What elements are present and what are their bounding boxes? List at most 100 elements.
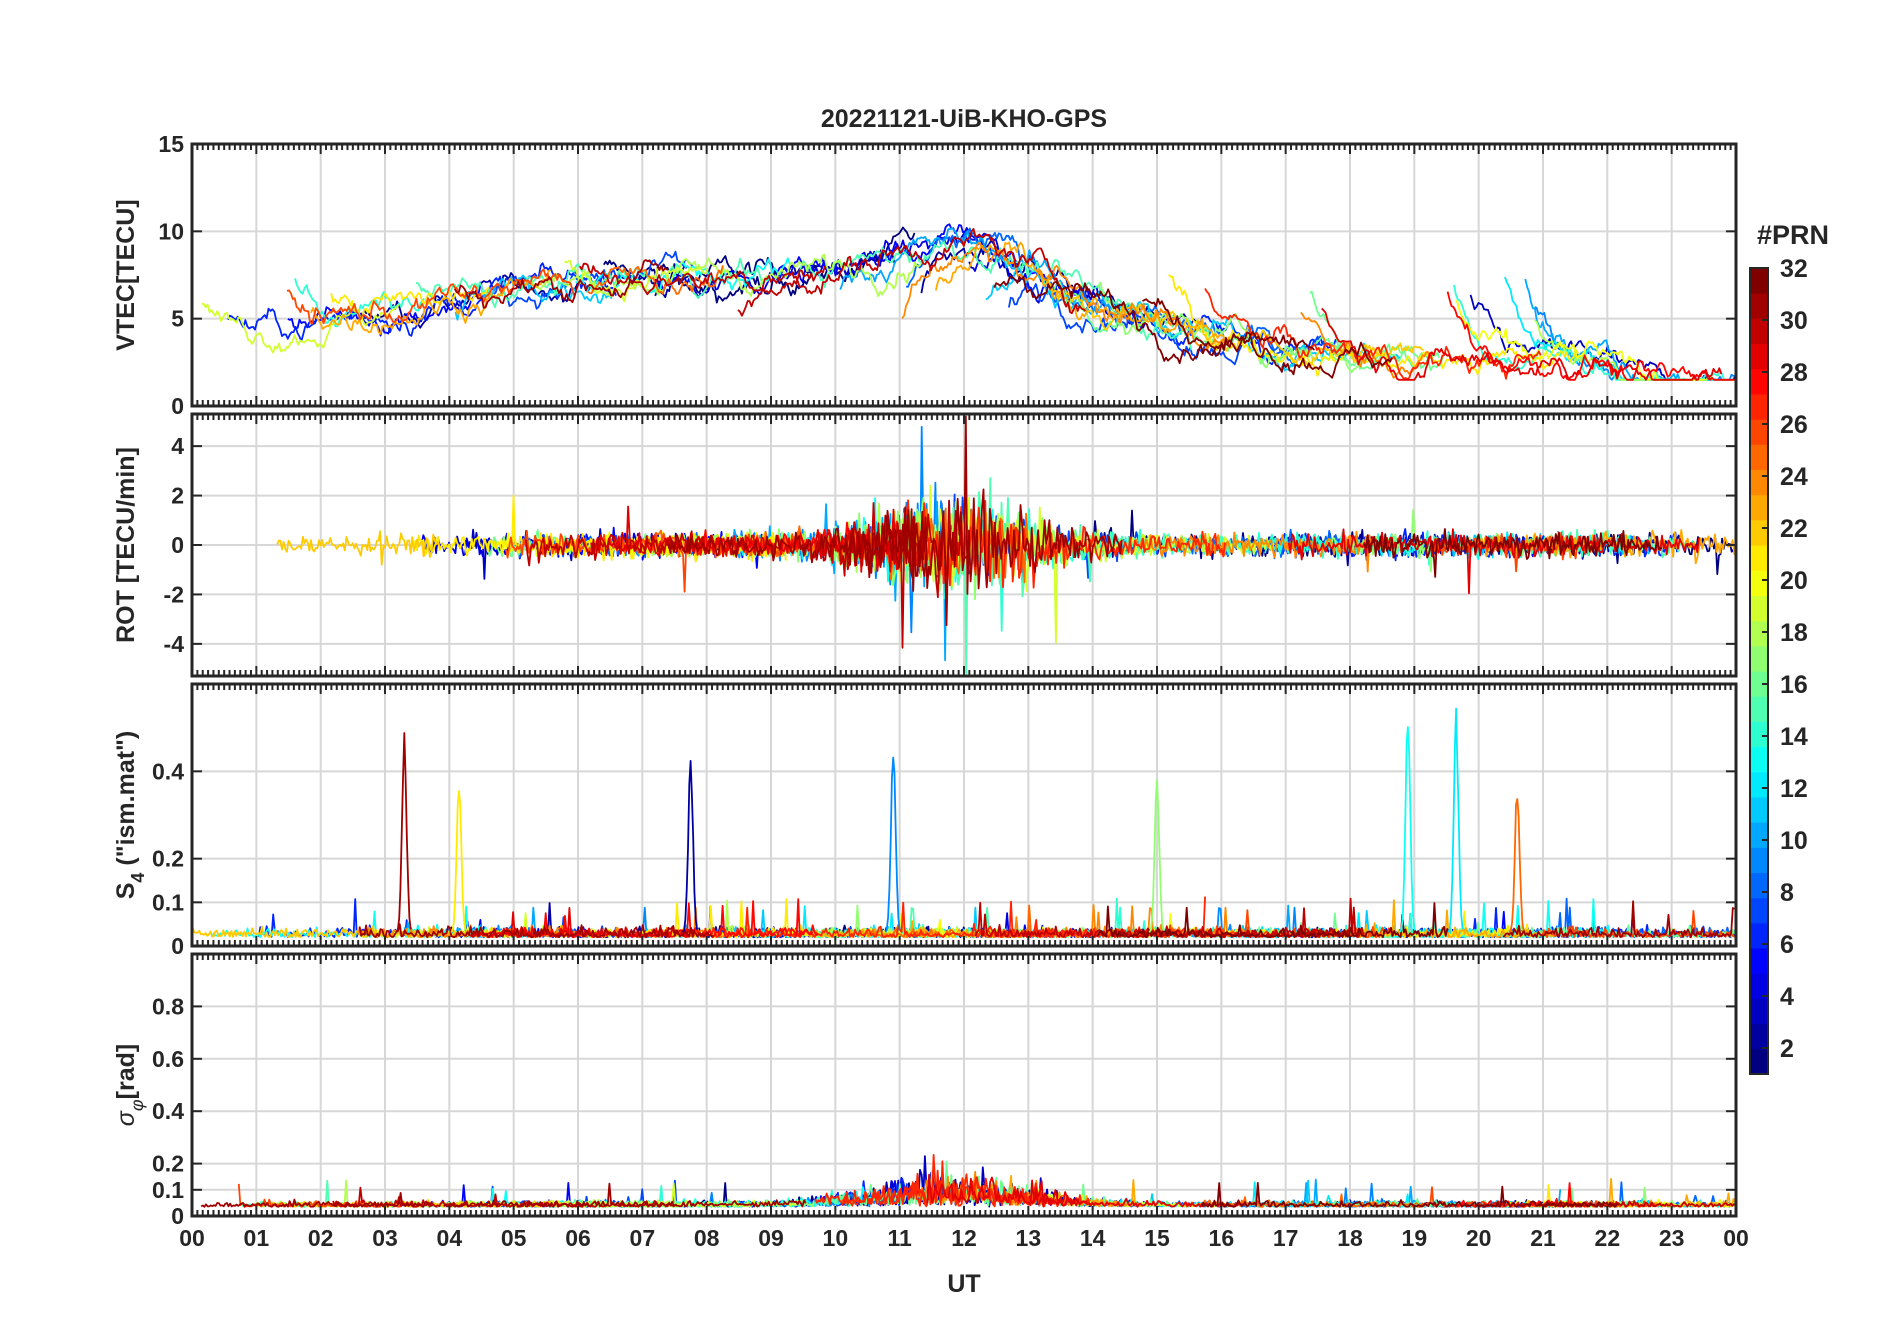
trace-prn-31 bbox=[666, 506, 927, 592]
x-tick-label: 20 bbox=[1466, 1225, 1492, 1251]
y-tick-label: 0.1 bbox=[152, 1177, 184, 1203]
s4-spike-4 bbox=[1399, 726, 1416, 933]
colorbar-segment bbox=[1750, 746, 1768, 773]
colorbar-tick-label: 32 bbox=[1780, 255, 1808, 283]
x-ticks-rot bbox=[191, 414, 1737, 676]
s4-spike-2 bbox=[682, 760, 698, 933]
trace-prn-26 bbox=[1431, 531, 1599, 573]
colorbar-tick-label: 4 bbox=[1780, 983, 1794, 1011]
y-axis-label-s4: S4 ("ism.mat") bbox=[112, 731, 148, 900]
colorbar-tick-label: 18 bbox=[1780, 619, 1808, 647]
trace-prn-30 bbox=[525, 530, 715, 567]
y-tick-label: -2 bbox=[164, 581, 184, 607]
x-tick-label: 16 bbox=[1209, 1225, 1235, 1251]
trace-prn-29 bbox=[1321, 307, 1723, 381]
colorbar-segment bbox=[1750, 444, 1768, 470]
x-tick-label: 03 bbox=[372, 1225, 398, 1251]
colorbar-segment bbox=[1750, 595, 1768, 622]
x-tick-label: 13 bbox=[1016, 1225, 1042, 1251]
trace-prn-30 bbox=[1113, 897, 1365, 939]
x-axis-label: UT bbox=[947, 1270, 980, 1298]
trace-prn-26 bbox=[286, 268, 576, 325]
grid-sigphi bbox=[192, 954, 1736, 1216]
traces-rot bbox=[276, 415, 1736, 675]
trace-prn-14 bbox=[294, 278, 425, 328]
y-tick-label: 0.4 bbox=[152, 758, 184, 784]
y-tick-label: 10 bbox=[158, 218, 184, 244]
colorbar-tick-label: 26 bbox=[1780, 411, 1808, 439]
x-tick-label: 22 bbox=[1595, 1225, 1621, 1251]
y-axis-label-sigphi: σφ[rad] bbox=[112, 1044, 147, 1126]
x-ticks-vtec bbox=[191, 143, 1737, 407]
trace-prn-31 bbox=[1502, 900, 1735, 939]
colorbar-tick-label: 24 bbox=[1780, 463, 1808, 491]
trace-prn-31 bbox=[845, 415, 1123, 627]
colorbar-segment bbox=[1750, 494, 1768, 521]
trace-prn-19 bbox=[201, 302, 400, 354]
panel-s4: 0 0.1 0.2 0.4S4 ("ism.mat") bbox=[112, 682, 1738, 959]
y-tick-label: 0.6 bbox=[152, 1046, 184, 1072]
x-tick-label: 18 bbox=[1337, 1225, 1363, 1251]
x-tick-label: 12 bbox=[951, 1225, 977, 1251]
colorbar-segment bbox=[1750, 293, 1768, 319]
y-tick-label: 5 bbox=[171, 306, 184, 332]
x-tick-label: 01 bbox=[244, 1225, 270, 1251]
chart-title: 20221121-UiB-KHO-GPS bbox=[821, 105, 1107, 133]
s4-spike-3 bbox=[884, 756, 901, 933]
trace-prn-24 bbox=[901, 241, 1226, 352]
colorbar-tick-label: 22 bbox=[1780, 515, 1808, 543]
colorbar-tick-label: 16 bbox=[1780, 671, 1808, 699]
colorbar-segment bbox=[1750, 545, 1768, 571]
colorbar-tick-label: 6 bbox=[1780, 931, 1794, 959]
colorbar-segment bbox=[1750, 922, 1768, 949]
colorbar-tick-label: 2 bbox=[1780, 1035, 1794, 1063]
traces-vtec bbox=[201, 223, 1736, 381]
colorbar-segment bbox=[1750, 671, 1768, 697]
colorbar-segment bbox=[1750, 847, 1768, 873]
y-tick-label: 4 bbox=[171, 433, 184, 459]
x-tick-label: 21 bbox=[1530, 1225, 1556, 1251]
trace-prn-7 bbox=[493, 250, 694, 310]
trace-prn-31 bbox=[443, 1182, 807, 1208]
y-tick-label: 15 bbox=[158, 131, 184, 157]
colorbar-segment bbox=[1750, 419, 1768, 445]
colorbar-segment bbox=[1750, 368, 1768, 395]
s4-spike-0 bbox=[395, 732, 412, 933]
trace-prn-31 bbox=[453, 259, 668, 309]
trace-prn-30 bbox=[737, 227, 1087, 317]
trace-prn-27 bbox=[682, 900, 1078, 939]
s4-spike-1 bbox=[450, 790, 467, 933]
colorbar-segment bbox=[1750, 645, 1768, 672]
x-tick-label: 00 bbox=[179, 1225, 205, 1251]
trace-prn-32 bbox=[993, 275, 1393, 379]
colorbar-segment bbox=[1750, 822, 1768, 848]
trace-prn-24 bbox=[1300, 311, 1432, 379]
colorbar-tick-label: 14 bbox=[1780, 723, 1808, 751]
colorbar-segment bbox=[1750, 469, 1768, 496]
y-axis-label-rot: ROT [TECU/min] bbox=[112, 447, 140, 643]
colorbar-label: #PRN bbox=[1757, 220, 1829, 250]
trace-prn-23 bbox=[310, 269, 551, 335]
grid-s4 bbox=[192, 684, 1736, 946]
colorbar-segment bbox=[1750, 318, 1768, 345]
trace-prn-1 bbox=[654, 249, 896, 304]
colorbar-tick-label: 10 bbox=[1780, 827, 1808, 855]
colorbar-tick-label: 28 bbox=[1780, 359, 1808, 387]
x-tick-label: 09 bbox=[758, 1225, 784, 1251]
colorbar-tick-label: 8 bbox=[1780, 879, 1794, 907]
trace-prn-10 bbox=[1524, 278, 1688, 381]
panel-sigphi: 00.10.2 0.4 0.6 0.8σφ[rad] bbox=[112, 952, 1738, 1229]
y-tick-label: 0.2 bbox=[152, 846, 184, 872]
colorbar-frame bbox=[1749, 267, 1769, 1075]
y-tick-label: 0.2 bbox=[152, 1151, 184, 1177]
x-tick-label: 07 bbox=[630, 1225, 656, 1251]
traces-sigphi bbox=[200, 1154, 1736, 1208]
y-tick-label: 0.8 bbox=[152, 993, 184, 1019]
colorbar-segment bbox=[1750, 620, 1768, 647]
colorbar-segment bbox=[1750, 998, 1768, 1025]
trace-prn-27 bbox=[1204, 288, 1542, 381]
y-tick-label: 0 bbox=[171, 1203, 184, 1229]
